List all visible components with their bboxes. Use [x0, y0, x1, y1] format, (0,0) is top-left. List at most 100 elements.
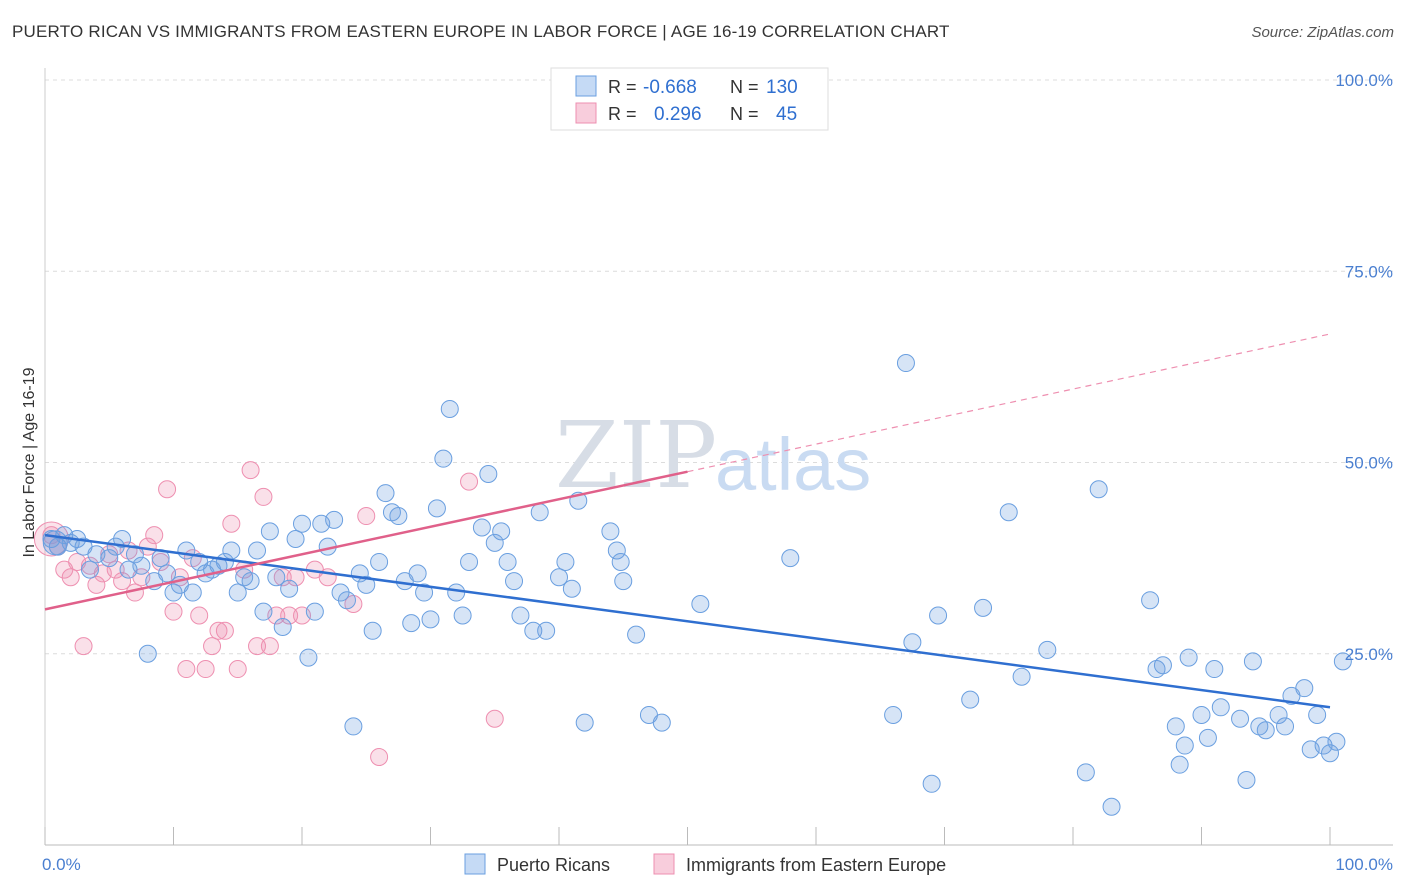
puerto-rican-point-27 — [222, 541, 241, 560]
y-tick-label-3: 100.0% — [1335, 71, 1393, 90]
puerto-rican-point-17 — [158, 564, 177, 583]
eastern-europe-point-31 — [241, 461, 260, 480]
y-tick-labels: 25.0% 50.0% 75.0% 100.0% — [1335, 71, 1393, 664]
eastern-europe-point-24 — [196, 660, 215, 679]
puerto-rican-point-108 — [1179, 648, 1198, 667]
eastern-europe-point-17 — [151, 552, 170, 571]
puerto-rican-point-100 — [1089, 480, 1108, 499]
puerto-rican-point-69 — [498, 552, 517, 571]
puerto-rican-point-59 — [427, 499, 446, 518]
puerto-rican-point-114 — [1237, 770, 1256, 789]
source-label: Source: ZipAtlas.com — [1251, 24, 1394, 41]
puerto-rican-point-56 — [408, 564, 427, 583]
puerto-rican-point-88 — [781, 549, 800, 568]
puerto-rican-point-46 — [344, 717, 363, 736]
puerto-rican-point-92 — [922, 774, 941, 793]
series-puerto-ricans-points — [42, 354, 1352, 816]
eastern-europe-point-9 — [100, 545, 119, 564]
legend-r-label-2: R = — [608, 104, 637, 124]
puerto-rican-point-39 — [299, 648, 318, 667]
puerto-rican-point-118 — [1269, 705, 1288, 724]
puerto-rican-point-126 — [1327, 732, 1346, 751]
puerto-rican-point-48 — [357, 575, 376, 594]
puerto-rican-point-81 — [607, 541, 626, 560]
puerto-rican-point-110 — [1198, 728, 1217, 747]
watermark: ZIP atlas — [555, 402, 871, 509]
eastern-europe-point-11 — [113, 572, 132, 591]
eastern-europe-point-33 — [254, 487, 273, 506]
puerto-rican-point-13 — [132, 556, 151, 575]
eastern-europe-point-18 — [158, 480, 177, 499]
eastern-europe-point-44 — [370, 748, 389, 767]
x-tick-label-0: 0.0% — [42, 855, 81, 874]
puerto-rican-point-34 — [267, 568, 286, 587]
chart-title: PUERTO RICAN VS IMMIGRANTS FROM EASTERN … — [12, 22, 950, 41]
puerto-rican-point-82 — [611, 552, 630, 571]
puerto-rican-point-6 — [80, 560, 99, 579]
puerto-rican-point-37 — [286, 530, 305, 548]
puerto-rican-point-30 — [241, 572, 260, 591]
gridlines — [45, 79, 1393, 655]
legend: R = -0.668 N = 130 R = 0.296 N = 45 — [550, 67, 829, 131]
y-tick-label-2: 75.0% — [1345, 262, 1393, 281]
puerto-rican-point-111 — [1205, 660, 1224, 679]
puerto-rican-point-94 — [961, 690, 980, 709]
puerto-rican-point-70 — [505, 572, 524, 591]
puerto-rican-point-53 — [389, 507, 408, 526]
puerto-rican-point-102 — [1141, 591, 1160, 610]
legend-n-label-2: N = — [730, 104, 759, 124]
puerto-rican-point-105 — [1166, 717, 1185, 736]
puerto-rican-point-79 — [575, 713, 594, 732]
puerto-rican-point-112 — [1211, 698, 1230, 717]
puerto-rican-point-87 — [691, 595, 710, 614]
bottom-legend-puerto-ricans: Puerto Ricans — [497, 855, 610, 875]
y-tick-label-0: 25.0% — [1345, 645, 1393, 664]
puerto-rican-point-62 — [447, 583, 466, 602]
axes — [44, 68, 1393, 846]
legend-r-value-2: 0.296 — [654, 104, 702, 125]
puerto-rican-point-95 — [974, 598, 993, 617]
puerto-rican-point-51 — [376, 484, 395, 503]
puerto-rican-point-40 — [305, 602, 324, 621]
puerto-rican-point-21 — [183, 583, 202, 602]
puerto-rican-point-97 — [1012, 667, 1031, 686]
puerto-rican-point-109 — [1192, 705, 1211, 724]
eastern-europe-point-5 — [74, 637, 93, 656]
puerto-rican-point-98 — [1038, 640, 1057, 659]
puerto-rican-point-10 — [113, 530, 132, 548]
puerto-rican-point-33 — [260, 522, 279, 541]
y-axis-label: In Labor Force | Age 16-19 — [21, 367, 38, 557]
puerto-rican-point-32 — [254, 602, 273, 621]
puerto-rican-point-60 — [434, 449, 453, 468]
puerto-rican-point-77 — [562, 579, 581, 598]
legend-n-value-1: 130 — [766, 77, 798, 98]
puerto-rican-point-89 — [884, 705, 903, 724]
puerto-rican-point-61 — [440, 399, 459, 418]
eastern-europe-point-46 — [485, 709, 504, 728]
puerto-rican-point-127 — [1333, 652, 1352, 671]
puerto-rican-point-28 — [228, 583, 247, 602]
legend-swatch-blue — [575, 75, 597, 97]
puerto-rican-point-45 — [337, 591, 356, 610]
puerto-rican-point-80 — [601, 522, 620, 541]
eastern-europe-point-16 — [145, 526, 164, 545]
puerto-rican-point-38 — [293, 514, 311, 533]
puerto-rican-point-74 — [537, 621, 556, 640]
legend-r-value-1: -0.668 — [643, 77, 697, 98]
puerto-ricans-trend-line — [44, 533, 1331, 709]
puerto-rican-point-117 — [1256, 721, 1275, 740]
eastern-europe-point-43 — [357, 507, 376, 526]
puerto-rican-point-125 — [1321, 744, 1339, 763]
puerto-rican-point-104 — [1153, 656, 1172, 675]
puerto-rican-point-66 — [479, 464, 498, 483]
puerto-rican-point-84 — [627, 625, 646, 644]
eastern-europe-point-21 — [177, 660, 196, 679]
puerto-rican-point-50 — [370, 552, 389, 571]
puerto-rican-point-67 — [485, 533, 504, 552]
eastern-europe-point-26 — [209, 621, 228, 640]
watermark-atlas: atlas — [715, 423, 871, 506]
legend-n-label-1: N = — [730, 77, 759, 97]
puerto-rican-point-91 — [903, 633, 922, 652]
x-tick-label-1: 100.0% — [1335, 855, 1393, 874]
